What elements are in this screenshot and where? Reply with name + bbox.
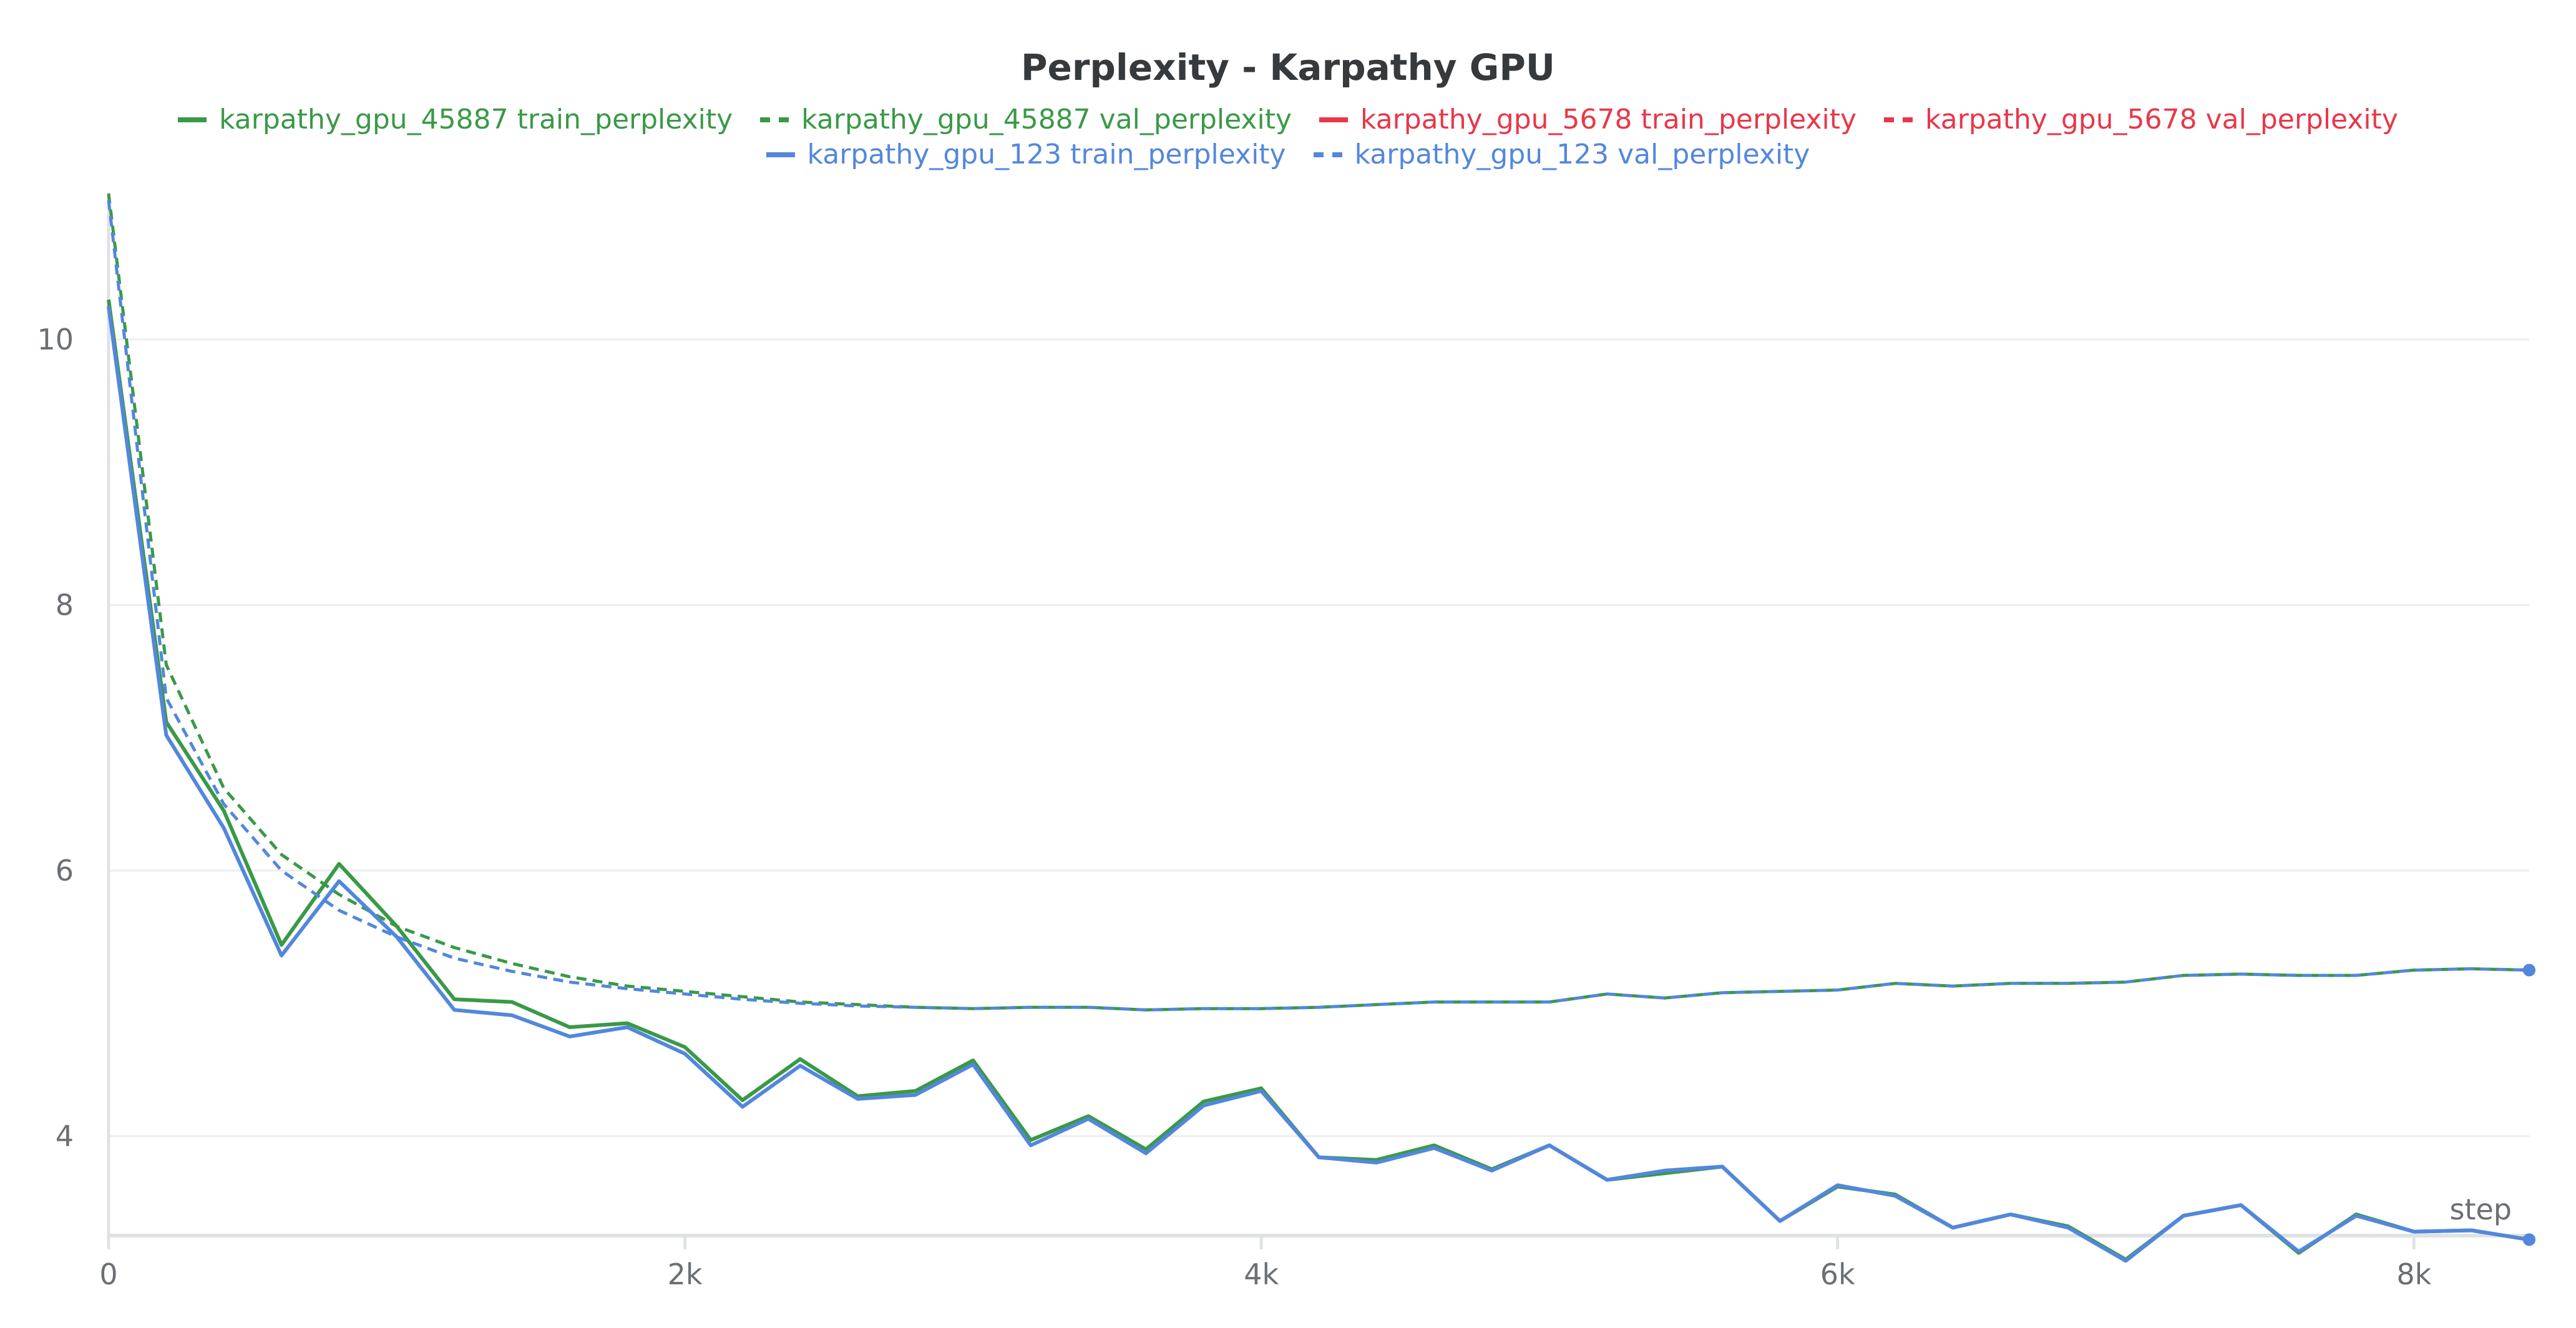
- x-tick-label: 0: [99, 1257, 117, 1291]
- y-tick-label: 10: [37, 323, 74, 356]
- y-tick-label: 6: [56, 854, 74, 887]
- legend-row: karpathy_gpu_123 train_perplexity karpat…: [0, 139, 2576, 170]
- series-line[interactable]: [107, 306, 2530, 1263]
- legend-label: karpathy_gpu_123 train_perplexity: [807, 139, 1286, 170]
- legend-item[interactable]: karpathy_gpu_123 train_perplexity: [766, 139, 1286, 170]
- x-tick-label: 6k: [1820, 1257, 1855, 1291]
- legend-label: karpathy_gpu_123 val_perplexity: [1354, 139, 1810, 170]
- legend-swatch: [1313, 152, 1342, 157]
- series-line[interactable]: [107, 193, 2530, 1012]
- y-tick-label: 8: [56, 588, 74, 622]
- series-lines[interactable]: [107, 193, 2535, 1263]
- series-line[interactable]: [107, 299, 2530, 1262]
- legend-item[interactable]: karpathy_gpu_5678 val_perplexity: [1884, 104, 2398, 135]
- legend-label: karpathy_gpu_5678 train_perplexity: [1360, 104, 1857, 135]
- legend-swatch: [766, 152, 795, 157]
- legend-item[interactable]: karpathy_gpu_5678 train_perplexity: [1319, 104, 1856, 135]
- axis-ticks: 4 6 8 10 0 2k 4k 6k 8k: [37, 323, 2431, 1291]
- chart-title: Perplexity - Karpathy GPU: [1020, 46, 1556, 89]
- legend-label: karpathy_gpu_5678 val_perplexity: [1925, 104, 2398, 135]
- series-line[interactable]: [107, 200, 2530, 1012]
- legend-label: karpathy_gpu_45887 val_perplexity: [801, 104, 1292, 135]
- x-tick-label: 4k: [1244, 1257, 1279, 1291]
- legend-item[interactable]: karpathy_gpu_45887 train_perplexity: [178, 104, 733, 135]
- legend-label: karpathy_gpu_45887 train_perplexity: [219, 104, 733, 135]
- legend-swatch: [760, 117, 789, 122]
- legend-swatch: [1319, 117, 1348, 122]
- x-tick-label: 8k: [2396, 1257, 2431, 1291]
- legend-swatch: [1884, 117, 1913, 122]
- x-axis-label: step: [2449, 1193, 2512, 1226]
- legend-swatch: [178, 117, 207, 122]
- legend-row: karpathy_gpu_45887 train_perplexity karp…: [0, 104, 2576, 135]
- x-tick-label: 2k: [668, 1257, 703, 1291]
- y-tick-label: 4: [56, 1119, 74, 1153]
- legend-item[interactable]: karpathy_gpu_45887 val_perplexity: [760, 104, 1292, 135]
- series-end-marker[interactable]: [2523, 964, 2535, 977]
- legend-item[interactable]: karpathy_gpu_123 val_perplexity: [1313, 139, 1810, 170]
- series-end-marker[interactable]: [2523, 1233, 2535, 1246]
- gridlines: [109, 338, 2529, 1137]
